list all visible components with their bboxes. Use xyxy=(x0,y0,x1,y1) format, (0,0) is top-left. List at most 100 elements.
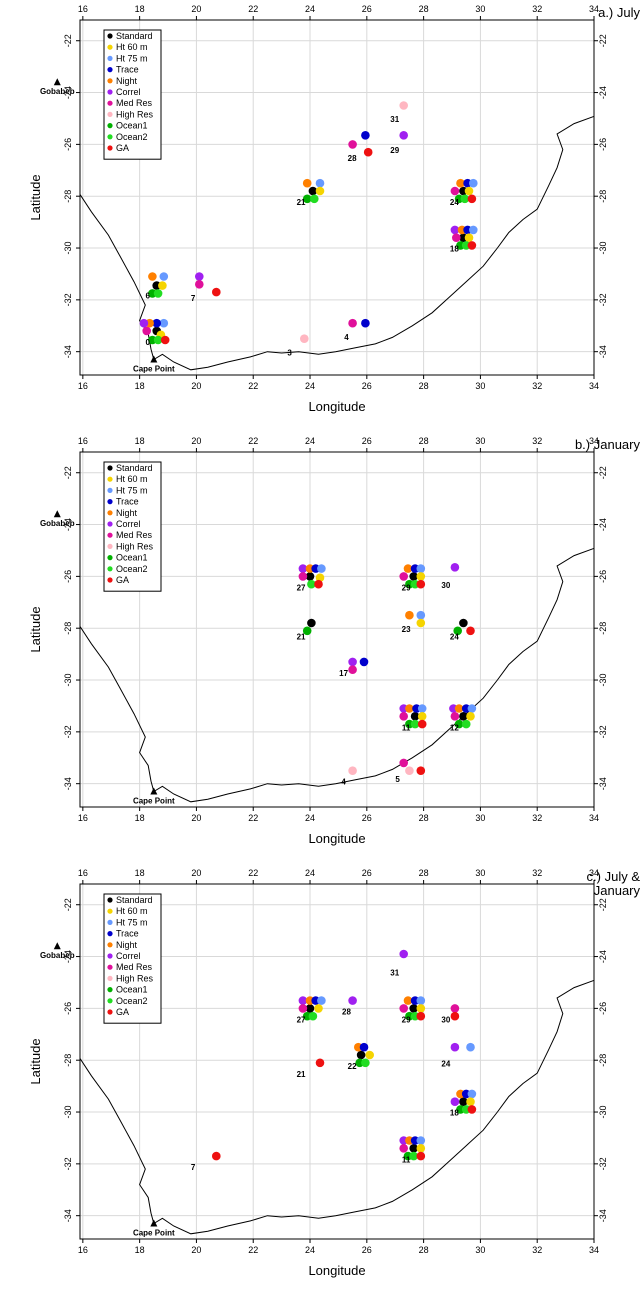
y-tick-label: -26 xyxy=(63,1002,73,1015)
legend-swatch-trace xyxy=(107,67,113,73)
legend-swatch-ocean2 xyxy=(107,134,113,140)
x-tick-label: 32 xyxy=(532,381,542,391)
legend-swatch-ht-75-m xyxy=(107,487,113,493)
marker-ocean2 xyxy=(153,335,163,345)
x-tick-label: 16 xyxy=(78,381,88,391)
marker-standard xyxy=(409,1004,419,1013)
site-label: 21 xyxy=(297,1070,306,1079)
legend-swatch-ht-60-m xyxy=(107,44,113,50)
legend-swatch-ga xyxy=(107,1009,113,1015)
site-label: 29 xyxy=(402,583,411,592)
landmark-marker-cape-point xyxy=(150,787,158,795)
x-tick-label-top: 22 xyxy=(248,4,258,14)
legend-label-ga: GA xyxy=(116,143,129,153)
marker-ht-75-m xyxy=(466,1042,475,1052)
coastline xyxy=(80,979,594,1235)
marker-correl xyxy=(399,131,409,140)
y-axis-label: Latitude xyxy=(28,606,43,652)
y-tick-label: -26 xyxy=(63,570,73,583)
marker-ocean2 xyxy=(307,579,316,589)
y-tick-label: -30 xyxy=(63,1106,73,1119)
landmark-label-gobabeb: Gobabeb xyxy=(40,519,75,528)
marker-correl xyxy=(348,657,357,667)
marker-trace xyxy=(359,1042,369,1052)
legend-swatch-correl xyxy=(107,953,113,959)
legend-label-ocean2: Ocean2 xyxy=(116,132,148,142)
marker-ga xyxy=(314,579,323,589)
site-label: 11 xyxy=(402,1155,411,1164)
x-tick-label: 30 xyxy=(475,1245,485,1255)
x-tick-label-top: 20 xyxy=(191,436,201,446)
x-tick-label: 24 xyxy=(305,813,315,823)
legend-swatch-ocean1 xyxy=(107,123,113,129)
y-tick-label-right: -32 xyxy=(598,725,608,738)
marker-standard xyxy=(459,712,468,721)
panel-title: c.) July & January xyxy=(587,869,641,898)
marker-med-res xyxy=(399,1144,409,1153)
x-tick-label: 24 xyxy=(305,381,315,391)
x-tick-label-top: 24 xyxy=(305,868,315,878)
x-tick-label-top: 22 xyxy=(248,868,258,878)
marker-ht-60-m xyxy=(417,712,427,721)
x-tick-label-top: 34 xyxy=(589,4,599,14)
legend-swatch-ocean2 xyxy=(107,566,113,572)
site-label: 7 xyxy=(191,294,196,303)
marker-ht-75-m xyxy=(469,178,478,188)
marker-correl xyxy=(195,272,204,281)
y-tick-label: -30 xyxy=(63,242,73,255)
legend-label-trace: Trace xyxy=(116,929,139,939)
marker-ocean2 xyxy=(460,194,470,204)
site-label: 18 xyxy=(450,245,459,254)
marker-night xyxy=(302,178,312,188)
x-tick-label: 18 xyxy=(135,813,145,823)
marker-correl xyxy=(298,564,308,573)
marker-standard xyxy=(410,712,420,721)
marker-med-res xyxy=(450,1004,460,1013)
marker-standard xyxy=(356,1050,366,1060)
x-axis-label: Longitude xyxy=(308,1263,365,1278)
x-axis-label: Longitude xyxy=(308,399,365,414)
map-panel-january: 16 16 18 18 20 20 22 22 24 24 26 26 28 28 30 30 32 32 34 34… xyxy=(28,436,640,846)
y-tick-label: -32 xyxy=(63,725,73,738)
legend-swatch-night xyxy=(107,942,113,948)
marker-ocean1 xyxy=(302,194,312,204)
marker-correl xyxy=(348,996,357,1005)
marker-night xyxy=(405,610,414,620)
legend-swatch-ocean1 xyxy=(107,555,113,561)
legend-swatch-med-res xyxy=(107,100,113,106)
legend-label-ht-75-m: Ht 75 m xyxy=(116,485,148,495)
x-tick-label-top: 26 xyxy=(362,868,372,878)
x-tick-label: 26 xyxy=(362,813,372,823)
legend-label-trace: Trace xyxy=(116,497,139,507)
marker-standard xyxy=(459,618,468,628)
marker-ga xyxy=(416,579,426,589)
site-label: 11 xyxy=(402,723,411,732)
x-tick-label: 34 xyxy=(589,381,599,391)
legend-label-standard: Standard xyxy=(116,895,153,905)
x-tick-label-top: 34 xyxy=(589,868,599,878)
marker-trace xyxy=(361,318,370,328)
marker-night xyxy=(405,704,414,713)
panel-title: a.) July xyxy=(598,5,640,20)
y-tick-label-right: -24 xyxy=(598,950,608,963)
marker-ht-60-m xyxy=(464,233,474,242)
marker-ga xyxy=(315,1058,325,1068)
y-tick-label-right: -26 xyxy=(598,138,608,151)
x-tick-label-top: 30 xyxy=(475,4,485,14)
legend-label-med-res: Med Res xyxy=(116,962,153,972)
marker-ocean2 xyxy=(308,1011,318,1021)
legend-label-med-res: Med Res xyxy=(116,530,153,540)
x-tick-label-top: 26 xyxy=(362,4,372,14)
site-label: 27 xyxy=(297,583,306,592)
legend-swatch-correl xyxy=(107,521,113,527)
marker-ht-60-m xyxy=(365,1050,375,1060)
y-tick-label: -34 xyxy=(63,1209,73,1222)
y-tick-label: -22 xyxy=(63,466,73,479)
map-frame xyxy=(79,451,595,808)
legend-label-ocean1: Ocean1 xyxy=(116,985,148,995)
marker-ht-75-m xyxy=(469,225,478,235)
landmark-marker-cape-point xyxy=(150,1219,158,1227)
x-tick-label: 16 xyxy=(78,1245,88,1255)
x-tick-label: 28 xyxy=(419,1245,429,1255)
